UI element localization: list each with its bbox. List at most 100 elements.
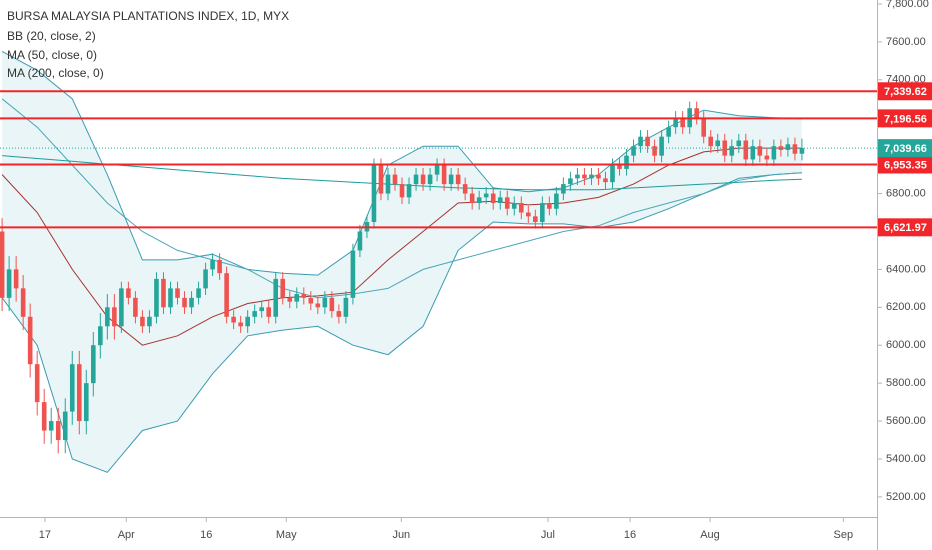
candle-body [547, 203, 552, 209]
y-tick-label: 6800.00 [886, 187, 926, 199]
candle-body [792, 144, 798, 154]
candle-body [469, 193, 475, 204]
y-tick-label: 5400.00 [886, 453, 926, 465]
candle-body [764, 155, 770, 160]
level-label: 6,953.35 [884, 159, 927, 171]
candle-body [561, 184, 566, 194]
candle-body [13, 269, 19, 289]
candle-body [336, 311, 342, 317]
candle-body [610, 165, 615, 183]
candle-body [175, 288, 180, 298]
candle-body [217, 259, 222, 274]
x-tick-label: Sep [834, 529, 854, 541]
legend-entry: MA (200, close, 0) [7, 66, 104, 80]
candle-body [526, 212, 531, 217]
candle-body [98, 326, 103, 346]
candle-body [203, 269, 208, 289]
candle-body [659, 136, 664, 156]
candle-body [126, 288, 131, 298]
candle-body [392, 174, 398, 185]
candle-body [119, 288, 124, 327]
x-tick-label: Jul [541, 529, 555, 541]
candle-body [455, 174, 461, 185]
candle-body [420, 174, 426, 185]
level-tag [878, 82, 932, 101]
level-tag [878, 109, 932, 128]
candle-body [511, 203, 517, 209]
candle-body [329, 297, 335, 312]
candle-body [41, 402, 47, 431]
candle-body [722, 140, 728, 156]
last-price-label: 7,039.66 [884, 143, 927, 155]
candle-body [785, 144, 791, 150]
y-tick-label: 5200.00 [886, 491, 926, 503]
candle-body [20, 288, 26, 317]
candle-body [799, 148, 805, 154]
candle-body [266, 307, 272, 317]
candle-body [743, 140, 749, 160]
bb-lower [1, 172, 802, 473]
candle-body [140, 316, 145, 327]
candle-body [6, 269, 12, 298]
candle-body [413, 174, 419, 185]
candle-body [434, 165, 440, 175]
level-label: 6,621.97 [884, 222, 927, 234]
candle-body [771, 146, 777, 160]
candle-body [652, 146, 657, 156]
level-tag [878, 218, 932, 237]
candle-body [596, 174, 601, 179]
candle-body [582, 174, 587, 179]
candle-body [48, 421, 54, 431]
candle-body [427, 174, 433, 185]
x-tick-label: 16 [624, 529, 636, 541]
x-tick-label: Jun [392, 529, 410, 541]
candle-body [708, 136, 714, 147]
x-tick-label: Apr [118, 529, 135, 541]
candle-body [287, 297, 293, 302]
candle-body [196, 288, 201, 298]
legend-entry: MA (50, close, 0) [7, 48, 97, 62]
moving-average [2, 155, 802, 191]
candle-body [301, 294, 307, 298]
candle-body [27, 316, 33, 365]
candle-body [631, 146, 636, 156]
candle-body [91, 345, 96, 384]
candle-body [154, 278, 159, 317]
candle-body [343, 297, 349, 317]
candle-body [589, 174, 594, 179]
candle-body [147, 316, 152, 327]
candle-body [105, 307, 110, 327]
candle-body [624, 155, 629, 169]
candle-body [736, 140, 742, 147]
y-tick-label: 6400.00 [886, 263, 926, 275]
y-tick-label: 7,800.00 [886, 0, 929, 10]
plot [0, 50, 805, 473]
chart-title: BURSA MALAYSIA PLANTATIONS INDEX, 1D, MY… [7, 9, 289, 23]
candle-body [504, 197, 510, 209]
candle-body [673, 117, 678, 128]
candle-body [210, 259, 215, 270]
candle-body [448, 174, 454, 185]
y-tick-label: 5800.00 [886, 377, 926, 389]
candle-body [182, 297, 187, 308]
candle-body [224, 273, 229, 317]
candle-body [518, 203, 524, 213]
candle-body [701, 117, 707, 137]
candle-body [322, 297, 328, 308]
candle-body [69, 364, 75, 412]
candle-body [715, 140, 721, 147]
candle-body [112, 307, 117, 327]
candle-body [483, 193, 489, 198]
candle-body [168, 288, 173, 308]
y-tick-label: 6000.00 [886, 339, 926, 351]
candle-body [385, 174, 391, 194]
candle-body [273, 278, 279, 317]
candle-body [83, 383, 89, 422]
candle-body [533, 216, 538, 223]
x-tick-label: 17 [39, 529, 51, 541]
candle-body [497, 197, 503, 204]
candle-body [568, 178, 573, 185]
candle-body [638, 136, 643, 147]
candle-body [231, 316, 236, 323]
candle-body [757, 146, 763, 156]
